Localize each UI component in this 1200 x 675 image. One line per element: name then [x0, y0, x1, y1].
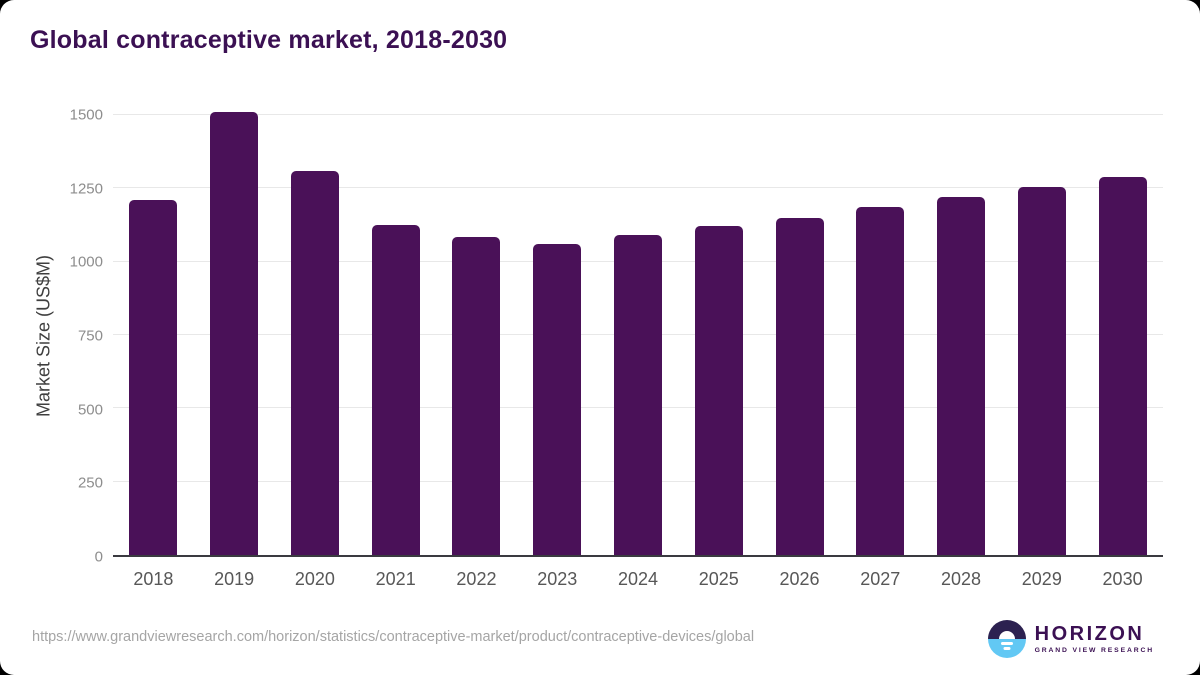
logo-text: HORIZON GRAND VIEW RESEARCH — [1035, 624, 1154, 654]
x-tick-label: 2028 — [941, 569, 982, 589]
bar-slot — [921, 115, 1002, 555]
y-tick-label: 0 — [94, 548, 103, 566]
horizon-logo-icon — [987, 620, 1026, 658]
bar-2023[interactable] — [533, 244, 582, 555]
y-tick-label: 1000 — [69, 253, 103, 271]
x-tick-label: 2019 — [214, 569, 255, 589]
bar-2022[interactable] — [452, 236, 501, 555]
bar-2021[interactable] — [371, 225, 420, 555]
bar-series — [113, 112, 1163, 555]
y-axis-ticks: 0 250 500 750 1000 1250 1500 — [0, 107, 103, 566]
bar-slot — [1001, 115, 1082, 555]
x-axis-labels: 2018 2019 2020 2021 2022 2023 2024 2025 2026 2027… — [113, 569, 1163, 590]
bar-2025[interactable] — [694, 226, 743, 555]
horizon-logo: HORIZON GRAND VIEW RESEARCH — [987, 620, 1154, 658]
bar-slot — [759, 115, 840, 555]
sun-icon — [998, 631, 1015, 639]
gridline — [113, 114, 1163, 115]
logo-subtitle: GRAND VIEW RESEARCH — [1034, 647, 1154, 654]
x-tick-label: 2020 — [294, 569, 335, 589]
x-tick-label: 2021 — [375, 569, 416, 589]
bar-slot — [436, 115, 517, 555]
source-url: https://www.grandviewresearch.com/horizo… — [32, 629, 755, 645]
x-tick-label: 2025 — [698, 569, 739, 589]
bar-slot — [598, 115, 679, 555]
y-tick-label: 750 — [77, 327, 103, 345]
sun-reflection-icon — [1003, 647, 1011, 650]
y-tick-label: 1500 — [69, 106, 103, 124]
x-tick-label: 2018 — [133, 569, 174, 589]
y-tick-label: 1250 — [69, 180, 103, 198]
bar-slot — [517, 115, 598, 555]
bar-slot — [113, 115, 194, 555]
bar-slot — [678, 115, 759, 555]
x-tick-label: 2022 — [456, 569, 497, 589]
bar-2030[interactable] — [1098, 176, 1147, 555]
bar-slot — [194, 112, 275, 555]
plot-area — [113, 112, 1163, 557]
bar-2028[interactable] — [937, 197, 986, 555]
bar-2018[interactable] — [129, 200, 178, 555]
bar-2020[interactable] — [290, 170, 339, 555]
logo-title: HORIZON — [1034, 623, 1145, 645]
bar-2027[interactable] — [856, 207, 905, 555]
bar-2024[interactable] — [613, 235, 662, 555]
bar-slot — [355, 115, 436, 555]
chart-title: Global contraceptive market, 2018-2030 — [30, 26, 508, 54]
x-tick-label: 2023 — [537, 569, 578, 589]
x-tick-label: 2029 — [1021, 569, 1062, 589]
x-tick-label: 2027 — [860, 569, 901, 589]
bar-2029[interactable] — [1017, 186, 1066, 555]
bar-slot — [1082, 115, 1163, 555]
sun-reflection-icon — [1000, 642, 1013, 645]
x-tick-label: 2024 — [617, 569, 658, 589]
y-tick-label: 250 — [77, 474, 103, 492]
y-tick-label: 500 — [77, 401, 103, 419]
bar-2019[interactable] — [210, 112, 259, 555]
bar-slot — [840, 115, 921, 555]
gridline — [113, 187, 1163, 189]
bar-slot — [275, 115, 356, 555]
x-tick-label: 2026 — [779, 569, 820, 589]
bar-2026[interactable] — [775, 217, 824, 555]
x-tick-label: 2030 — [1102, 569, 1143, 589]
